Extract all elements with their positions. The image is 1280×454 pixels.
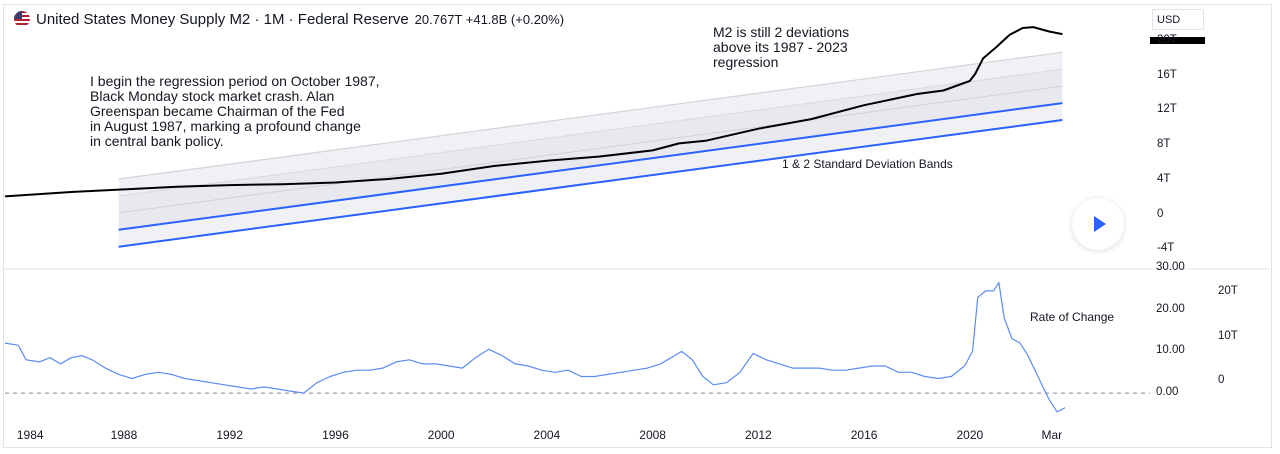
band-line-plus2 <box>118 51 1063 180</box>
chart-header: United States Money Supply M2 · 1M · Fed… <box>14 11 564 28</box>
x-tick: 1984 <box>16 428 44 442</box>
lower-right-tick: 0 <box>1218 374 1225 386</box>
m2-series-line <box>4 26 1063 198</box>
x-tick: 2020 <box>956 428 984 442</box>
x-tick: 2008 <box>639 428 666 442</box>
lower-y-tick: 30.00 <box>1156 261 1185 273</box>
x-tick: 1992 <box>216 428 244 442</box>
x-tick: 2000 <box>427 428 455 442</box>
x-tick: 1996 <box>322 428 349 442</box>
upper-y-tick: 4T <box>1157 172 1171 185</box>
x-tick: 2004 <box>533 428 561 442</box>
upper-y-tick: 12T <box>1157 103 1177 116</box>
upper-y-tick: -4T <box>1157 242 1175 255</box>
change-value: +41.8B (+0.20%) <box>465 12 565 27</box>
lower-y-tick: 0.00 <box>1156 386 1179 399</box>
series-title[interactable]: United States Money Supply M2 · 1M · Fed… <box>36 11 409 28</box>
bands-note[interactable]: 1 & 2 Standard Deviation Bands <box>782 157 953 171</box>
last-price-label <box>1150 37 1205 44</box>
upper-y-tick: 20T <box>1157 34 1177 47</box>
lower-right-tick: 20T <box>1218 285 1238 297</box>
deviation-note[interactable]: M2 is still 2 deviations above its 1987 … <box>713 24 850 70</box>
x-tick: Mar <box>1041 428 1063 442</box>
x-tick: 2012 <box>745 428 772 442</box>
upper-y-tick: 8T <box>1157 138 1171 151</box>
lower-y-tick: 10.00 <box>1156 344 1185 357</box>
band-lower-outer <box>118 103 1063 247</box>
regression-center-line <box>118 85 1063 214</box>
band-upper-outer <box>118 52 1063 196</box>
upper-y-tick: 16T <box>1157 68 1177 81</box>
regression-note[interactable]: I begin the regression period on October… <box>90 73 380 149</box>
roc-note[interactable]: Rate of Change <box>1030 310 1115 324</box>
play-icon[interactable] <box>1072 198 1124 250</box>
upper-y-tick: 0 <box>1157 207 1164 220</box>
roc-series-line <box>4 282 1066 413</box>
lower-right-tick: 10T <box>1218 330 1238 342</box>
x-tick: 2016 <box>850 428 878 442</box>
last-value: 20.767T <box>414 12 463 27</box>
us-flag-icon <box>14 11 30 27</box>
band-line-plus1 <box>118 68 1063 197</box>
band-line-minus2 <box>118 119 1063 248</box>
x-tick: 1988 <box>110 428 138 442</box>
band-line-minus1 <box>118 102 1063 231</box>
currency-selector[interactable]: USD <box>1152 9 1204 30</box>
lower-y-tick: 20.00 <box>1156 302 1185 315</box>
